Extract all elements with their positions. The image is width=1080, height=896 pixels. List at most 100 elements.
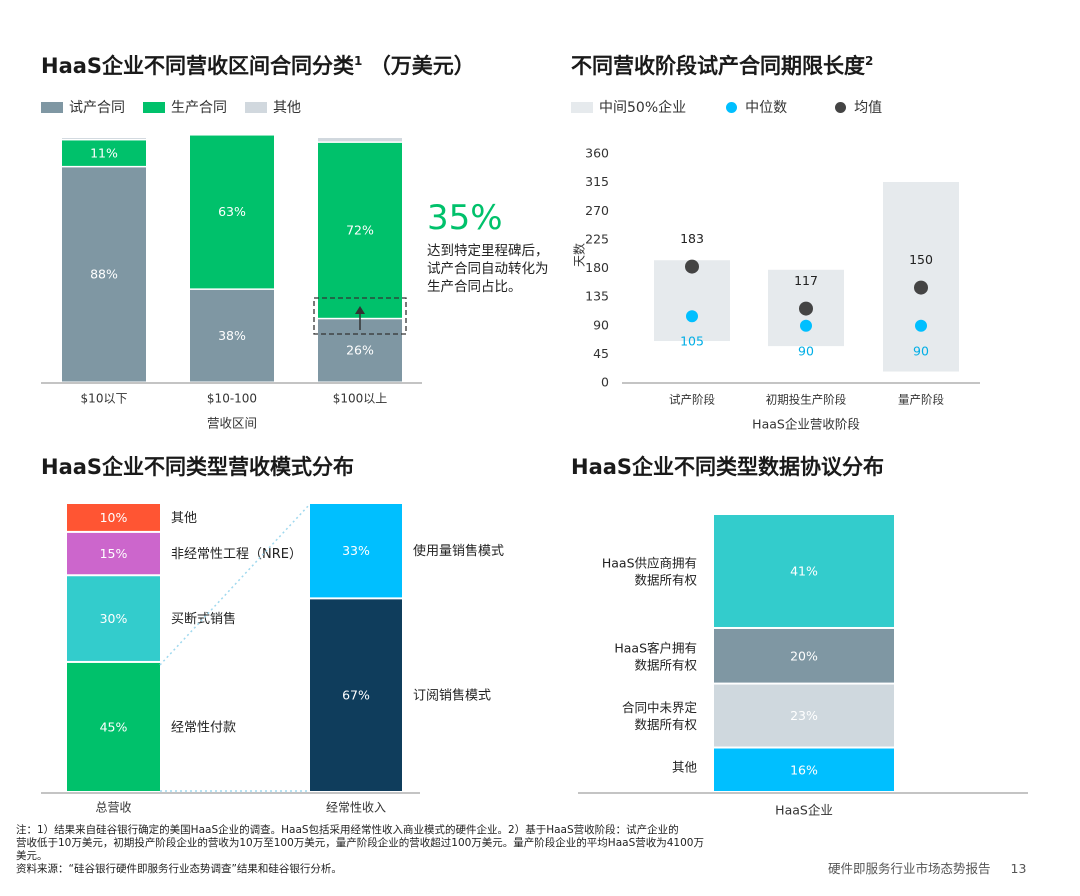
segment-name: 合同中未界定 [622,700,697,715]
mean-label: 183 [680,231,704,246]
segment-other [714,748,894,791]
median-point [800,319,812,332]
bar-label: 45% [100,719,128,734]
legend-item-median: 中位数 [726,97,787,117]
y-tick-label: 135 [585,289,609,304]
x-tick-label: 初期投生产阶段 [766,393,847,407]
bar-label: 26% [346,343,374,358]
bar-label: 15% [100,546,128,561]
chart2-legend: 中间50%企业 中位数 均值 [571,97,900,117]
page-number: 13 [1010,861,1027,876]
segment-name: HaaS供应商拥有 [602,555,697,570]
bar-label: 23% [790,708,818,723]
median-point [686,310,698,323]
x-tick-label: 经常性收入 [326,801,386,815]
median-label: 90 [798,343,814,358]
legend-dot [835,101,847,113]
y-tick-label: 225 [585,231,609,246]
mean-point [799,301,813,316]
y-tick-label: 0 [601,375,609,390]
legend-swatch [41,101,63,113]
segment-undefined-ownership [714,684,894,747]
callout-line: 试产合同自动转化为 [427,261,549,277]
bar-label: 88% [90,267,118,282]
segment-name: 买断式销售 [171,611,236,627]
y-axis-label: 天数 [572,243,587,267]
bar-label: 10% [100,510,128,525]
report-name: 硬件即服务行业市场态势报告 [828,861,991,876]
y-tick-label: 180 [585,260,609,275]
footnote-line: 资料来源：“硅谷银行硬件即服务行业态势调查”结果和硅谷银行分析。 [16,863,342,875]
median-point [915,319,927,332]
footer: 硬件即服务行业市场态势报告 13 [828,858,1026,877]
footnote: 注：1）结果来自硅谷银行确定的美国HaaS企业的调查。HaaS包括采用经常性收入… [16,824,806,876]
segment-usage [310,504,402,598]
footnote-line: 美元。 [16,850,48,862]
bar-segment-production [190,135,274,289]
x-tick-label: HaaS企业 [775,803,833,818]
range-box [654,260,730,342]
chart2-title: 不同营收阶段试产合同期限长度2 [571,54,874,78]
segment-recurring-payment [67,662,160,791]
x-tick-label: 量产阶段 [898,393,944,407]
bar-label: 63% [218,204,246,219]
bar-label: 20% [790,648,818,663]
x-axis-label: 营收区间 [207,416,257,431]
segment-name: 数据所有权 [634,717,697,732]
segment-name: 其他 [672,759,698,774]
y-tick-label: 270 [585,203,609,218]
x-axis-label: HaaS企业营收阶段 [752,417,860,432]
bar-segment-trial [62,167,146,382]
bar-label: 72% [346,223,374,238]
mean-label: 150 [909,252,933,267]
bar-segment-production [318,142,402,318]
legend-item-production: 生产合同 [143,97,227,117]
x-tick-label: 试产阶段 [669,393,715,407]
callout-line: 生产合同占比。 [427,279,522,295]
chart4-title: HaaS企业不同类型数据协议分布 [571,455,885,479]
bar-segment-trial [190,289,274,382]
mean-point [914,280,928,295]
y-tick-label: 45 [593,346,609,361]
segment-customer-ownership [714,628,894,683]
segment-subscription [310,599,402,791]
segment-other [67,504,160,531]
callout-text: 达到特定里程碑后， 试产合同自动转化为 生产合同占比。 [427,242,577,296]
legend-item-trial: 试产合同 [41,97,125,117]
legend-swatch [245,101,267,113]
bar-label: 11% [90,145,118,160]
segment-supplier-ownership [714,515,894,627]
segment-name: 其他 [171,511,197,526]
x-tick-label: $10-100 [207,392,257,406]
legend-item-other: 其他 [245,97,301,117]
bar-label: 16% [790,762,818,777]
median-label: 90 [913,343,929,358]
x-tick-label: $100以上 [333,392,388,406]
segment-name: HaaS客户拥有 [614,640,697,655]
x-tick-label: $10以下 [81,392,128,406]
bar-segment-other [62,138,146,139]
legend-dot [726,101,738,113]
segment-name: 数据所有权 [634,572,697,587]
range-box [883,181,959,372]
segment-name: 订阅销售模式 [413,688,491,704]
segment-nre [67,532,160,575]
median-label: 105 [680,334,704,349]
bar-segment-other [318,138,402,142]
chart1-title: HaaS企业不同营收区间合同分类1 （万美元） [41,54,475,78]
segment-buyout-sales [67,576,160,661]
segment-name: 非经常性工程（NRE） [171,547,302,562]
footnote-line: 营收低于10万美元，初期投产阶段企业的营收为10万至100万美元，量产阶段企业的… [16,837,704,849]
segment-name: 使用量销售模式 [413,543,504,559]
bar-label: 30% [100,611,128,626]
footnote-line: 注：1）结果来自硅谷银行确定的美国HaaS企业的调查。HaaS包括采用经常性收入… [16,824,679,836]
connector-line [159,503,311,666]
bar-label: 33% [342,543,370,558]
annotation-arrow-head [355,306,365,314]
bar-label: 41% [790,563,818,578]
y-tick-label: 90 [593,317,609,332]
y-tick-label: 360 [585,146,609,161]
y-tick-label: 315 [585,174,609,189]
legend-item-range: 中间50%企业 [571,97,686,117]
